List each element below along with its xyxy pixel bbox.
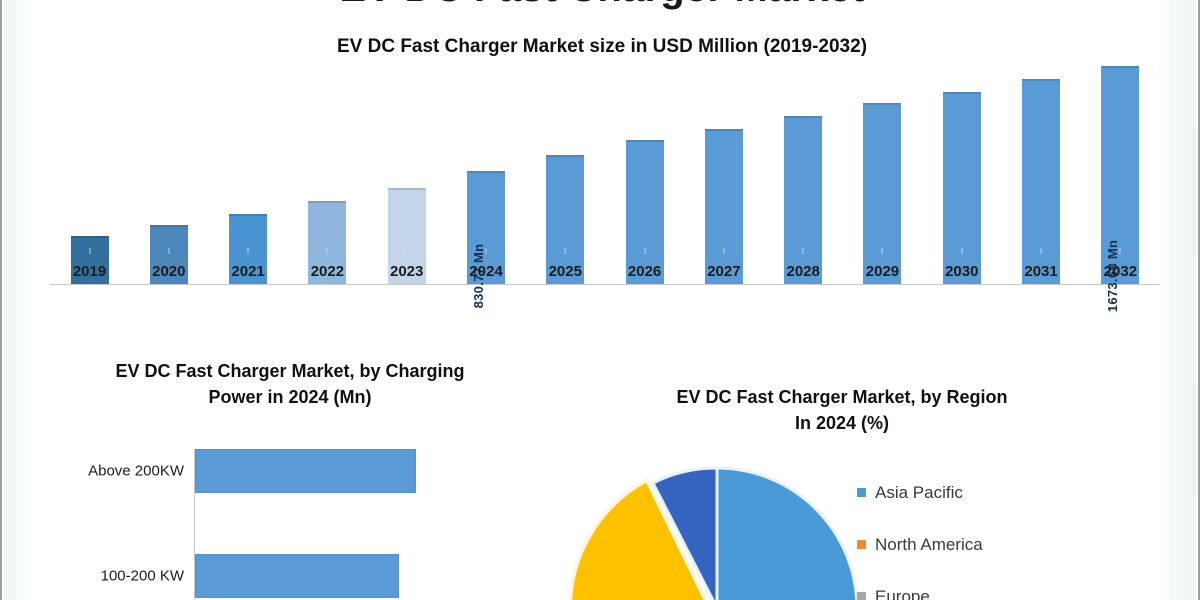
x-axis-tick <box>1119 248 1121 254</box>
bar-2029 <box>863 103 902 284</box>
bar-2020 <box>149 225 188 284</box>
region-pie-chart: EV DC Fast Charger Market, by Region In … <box>568 380 1192 600</box>
x-axis-label-2028: 2028 <box>786 263 820 280</box>
pie-slice-asia-pacific <box>715 466 859 600</box>
horizontal-bar-row: 100-200 KW <box>12 554 572 598</box>
bar-column: 2030 <box>922 66 1001 284</box>
hbar-fill <box>195 554 399 598</box>
charging-power-title-line-2: Power in 2024 (Mn) <box>208 386 372 407</box>
x-axis-label-2030: 2030 <box>945 263 979 280</box>
bar-column: 2021 <box>209 66 288 284</box>
pie-slice-dark-blue <box>650 466 719 600</box>
x-axis-label-2021: 2021 <box>231 263 265 280</box>
bar-column: 2022 <box>288 66 367 284</box>
region-title-line-2: In 2024 (%) <box>794 413 890 434</box>
pie-svg <box>568 466 859 600</box>
x-axis-tick <box>802 248 804 254</box>
charging-power-plot-area: Above 200KW 100-200 KW <box>12 443 572 600</box>
region-chart-title: EV DC Fast Charger Market, by Region In … <box>582 384 1102 436</box>
x-axis-tick <box>168 248 170 254</box>
x-axis-tick <box>961 248 963 254</box>
bar-2023 <box>387 188 426 284</box>
region-title-line-1: EV DC Fast Charger Market, by Region <box>676 387 1008 407</box>
legend-item[interactable]: Europe <box>857 584 1177 600</box>
x-axis-tick <box>881 248 883 254</box>
banner-title: EV DC Fast Charger Market <box>2 0 1198 11</box>
bar-2025 <box>546 155 585 284</box>
bar-column: 2027 <box>684 66 763 284</box>
x-axis-tick <box>326 248 328 254</box>
charging-power-chart-title: EV DC Fast Charger Market, by Charging P… <box>30 359 550 410</box>
legend-item[interactable]: Asia Pacific <box>857 480 1177 505</box>
bar-column: 2026 <box>605 66 684 284</box>
x-axis-label-2027: 2027 <box>707 263 741 280</box>
x-axis-label-2031: 2031 <box>1024 263 1058 280</box>
legend-swatch-icon <box>857 592 866 600</box>
charging-power-bar-chart: EV DC Fast Charger Market, by Charging P… <box>12 355 572 600</box>
market-size-chart-title: EV DC Fast Charger Market size in USD Mi… <box>336 36 868 57</box>
market-size-bar-chart: EV DC Fast Charger Market size in USD Mi… <box>12 26 1192 336</box>
bar-series: 2019 2020 2021 2022 2023 830.77 Mn 2024 2025 202… <box>50 66 1160 312</box>
legend-swatch-icon <box>857 488 866 497</box>
bar-column: 2025 <box>526 66 605 284</box>
x-axis-label-2022: 2022 <box>310 263 345 280</box>
x-axis-tick <box>564 248 566 254</box>
horizontal-bar-row: Above 200KW <box>12 449 572 493</box>
x-axis-label-2029: 2029 <box>865 263 900 280</box>
bar-column: 2019 <box>50 66 129 284</box>
bar-2028 <box>784 116 823 284</box>
x-axis-label-2023: 2023 <box>390 263 424 280</box>
x-axis-line <box>50 284 1160 285</box>
x-axis-label-2025: 2025 <box>548 263 582 280</box>
bar-column: 2031 <box>1002 66 1081 284</box>
x-axis-label-2024: 2024 <box>469 263 503 280</box>
bar-column: 2028 <box>764 66 843 284</box>
bar-column: 1673.68 Mn 2032 <box>1081 66 1160 312</box>
bar-column: 830.77 Mn 2024 <box>446 66 525 308</box>
x-axis-label-2032: 2032 <box>1103 263 1138 280</box>
x-axis-label-2026: 2026 <box>627 263 662 280</box>
x-axis-tick <box>485 248 487 254</box>
bar-2024: 830.77 Mn <box>466 170 505 308</box>
x-axis-tick <box>89 248 90 254</box>
hbar-category-label: 100-200 KW <box>100 567 184 585</box>
x-axis-tick <box>723 248 725 254</box>
legend-label: Europe <box>875 586 930 600</box>
legend-item[interactable]: North America <box>857 532 1177 557</box>
bar-2022 <box>308 201 347 284</box>
pie-legend: Asia Pacific North America Europe <box>857 480 1177 600</box>
x-axis-tick <box>644 248 646 254</box>
bar-2026 <box>625 140 664 284</box>
bar-column: 2023 <box>367 66 446 284</box>
market-size-plot-area: 2019 2020 2021 2022 2023 830.77 Mn 2024 2025 202… <box>50 66 1160 321</box>
bar-column: 2020 <box>129 66 208 284</box>
bar-2019 <box>70 236 109 284</box>
charging-power-title-line-1: EV DC Fast Charger Market, by Charging <box>115 361 465 381</box>
x-axis-tick <box>1040 248 1042 254</box>
legend-label: Asia Pacific <box>875 482 963 502</box>
x-axis-tick <box>406 248 408 254</box>
bar-2030 <box>942 92 981 284</box>
legend-swatch-icon <box>857 540 866 549</box>
bar-column: 2029 <box>843 66 922 284</box>
pie-slice-yellow <box>568 477 708 600</box>
hbar-fill <box>195 449 416 493</box>
pie-graphic <box>557 448 877 600</box>
bar-2032: 1673.68 Mn <box>1101 66 1140 312</box>
hbar-category-label: Above 200KW <box>88 462 184 480</box>
x-axis-label-2019: 2019 <box>72 263 107 280</box>
x-axis-label-2020: 2020 <box>152 263 186 280</box>
y-axis-line <box>194 449 195 600</box>
x-axis-tick <box>247 248 249 254</box>
bar-2027 <box>704 129 743 284</box>
legend-label: North America <box>875 534 983 554</box>
